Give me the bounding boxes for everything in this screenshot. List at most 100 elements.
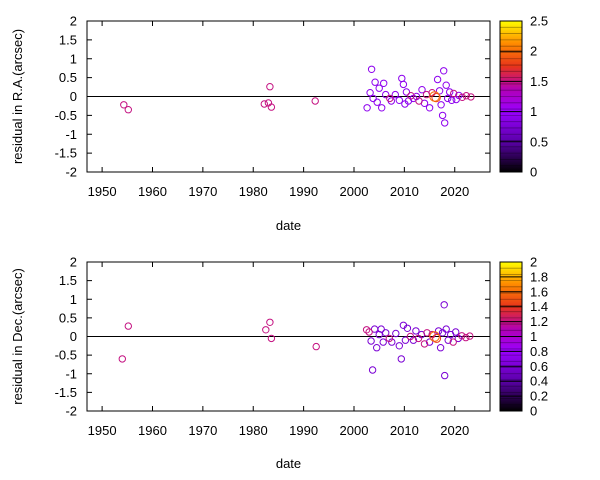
x-tick-label: 1950 (88, 423, 117, 438)
data-point (371, 78, 379, 86)
data-point (401, 336, 410, 344)
data-point (441, 119, 449, 127)
data-point (418, 86, 426, 94)
colorbar-tick-label: 2 (530, 44, 537, 59)
y-tick-label: 0 (70, 329, 77, 344)
colorbar-tick-label: 0.8 (530, 344, 548, 359)
data-point (448, 96, 456, 105)
x-tick-label: 2020 (440, 423, 469, 438)
data-point (437, 101, 445, 109)
x-tick-label: 1970 (188, 423, 217, 438)
x-tick-label: 1980 (239, 184, 268, 199)
data-point (266, 83, 274, 91)
y-tick-label: -1 (65, 127, 77, 142)
data-point (311, 97, 319, 105)
y-tick-label: 0.5 (59, 70, 77, 85)
data-point (397, 355, 405, 363)
data-point (375, 84, 383, 92)
colorbar-tick-label: 1.4 (530, 299, 548, 314)
data-point (442, 325, 450, 333)
data-point (458, 332, 466, 340)
y-tick-label: 1.5 (59, 273, 77, 288)
colorbar-tick-label: 0.5 (530, 134, 548, 149)
x-tick-label: 2010 (390, 184, 419, 199)
data-point (260, 100, 268, 108)
x-tick-label: 1950 (88, 184, 117, 199)
y-tick-label: -1.5 (55, 385, 77, 400)
data-point (395, 342, 403, 350)
colorbar-tick-label: 0.2 (530, 389, 548, 404)
x-axis-label: date (276, 456, 301, 471)
colorbar-tick-label: 1.6 (530, 284, 548, 299)
data-point (379, 338, 387, 346)
data-point (378, 104, 386, 112)
data-point (118, 355, 127, 363)
data-point (431, 92, 441, 103)
y-tick-label: -2 (65, 404, 77, 419)
data-point (124, 322, 133, 330)
data-point (267, 103, 276, 111)
data-point (425, 104, 434, 112)
data-point (392, 329, 400, 338)
data-point (423, 329, 431, 337)
data-point (432, 333, 442, 343)
data-point (380, 79, 388, 88)
data-point (455, 91, 463, 100)
y-tick-label: 1 (70, 51, 77, 66)
data-point (395, 96, 403, 105)
data-point (412, 327, 420, 335)
colorbar-tick-label: 1 (530, 104, 537, 119)
colorbar-tick-label: 0 (530, 165, 537, 180)
colorbar-tick-label: 1.5 (530, 74, 548, 89)
data-point (403, 324, 412, 332)
y-axis-label: residual in R.A.(arcsec) (10, 29, 25, 164)
y-tick-label: -0.5 (55, 348, 77, 363)
y-axis-label: residual in Dec.(arcsec) (10, 268, 25, 405)
colorbar-tick-label: 2.5 (530, 14, 548, 29)
data-point (373, 98, 381, 106)
x-tick-label: 1980 (239, 423, 268, 438)
x-tick-label: 1970 (188, 184, 217, 199)
y-tick-label: 1.5 (59, 32, 77, 47)
colorbar: 00.20.40.60.811.21.41.61.82 (499, 255, 548, 419)
data-point (262, 326, 270, 334)
plot-panel-1: -2 -1.5 -1 -0.5 0 0.5 1 1.5 2 1950 1960 1970 1980 199… (10, 14, 548, 234)
data-point (382, 329, 390, 337)
x-tick-label: 1990 (289, 423, 318, 438)
y-tick-label: -2 (65, 165, 77, 180)
y-tick-label: -1.5 (55, 146, 77, 161)
data-point (407, 92, 415, 100)
y-tick-label: 1 (70, 292, 77, 307)
data-point (446, 88, 454, 96)
data-point (458, 93, 466, 102)
colorbar-tick-label: 1 (530, 329, 537, 344)
colorbar-tick-label: 0.6 (530, 359, 548, 374)
data-point (369, 94, 377, 103)
data-point (433, 75, 442, 84)
data-point (312, 342, 320, 351)
data-point (441, 371, 449, 380)
x-tick-label: 2020 (440, 184, 469, 199)
data-point (420, 340, 429, 348)
data-point (386, 94, 394, 103)
data-point (368, 366, 377, 374)
x-tick-label: 2010 (390, 423, 419, 438)
y-tick-label: 0.5 (59, 310, 77, 325)
data-point (449, 338, 457, 346)
colorbar-tick-label: 0 (530, 404, 537, 419)
data-point (120, 101, 128, 109)
data-point (467, 93, 475, 101)
y-tick-label: 2 (70, 14, 77, 29)
x-tick-label: 1960 (138, 184, 167, 199)
y-tick-label: 0 (70, 89, 77, 104)
colorbar-tick-label: 1.2 (530, 314, 548, 329)
data-point (415, 97, 423, 105)
data-point (366, 89, 374, 97)
data-point (436, 344, 445, 352)
data-point (466, 332, 474, 340)
data-point (440, 67, 448, 75)
plot-panel-2: -2 -1.5 -1 -0.5 0 0.5 1 1.5 2 1950 1960 1970 1980 199… (10, 255, 548, 472)
data-point (398, 74, 406, 83)
colorbar: 0 0.5 1 1.5 2 2.5 (499, 14, 548, 180)
data-point (362, 326, 371, 334)
